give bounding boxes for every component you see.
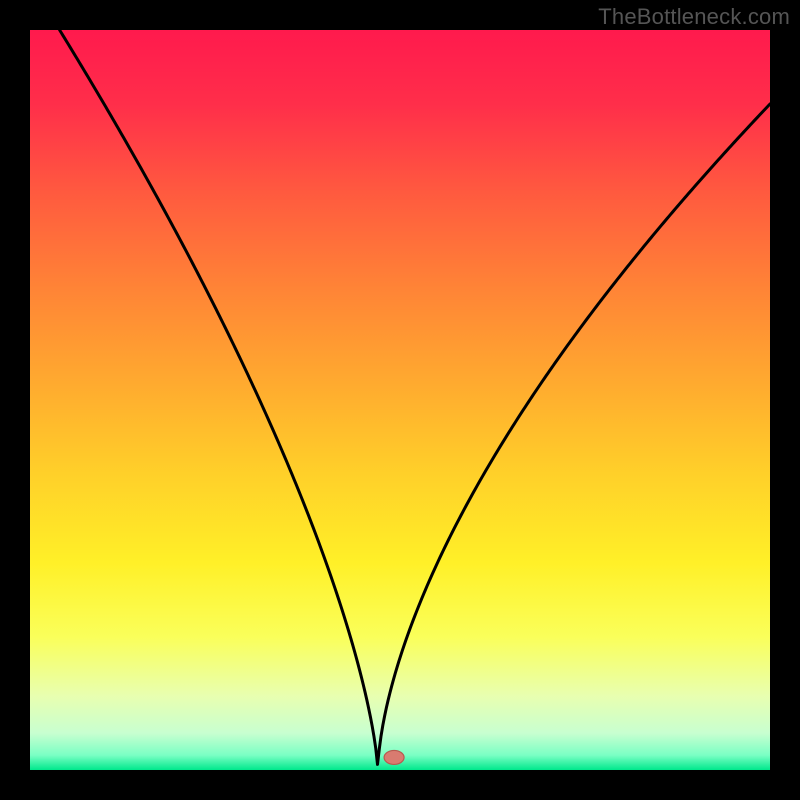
bottleneck-chart (0, 0, 800, 800)
watermark-text: TheBottleneck.com (598, 4, 790, 30)
optimal-point-marker (384, 750, 404, 764)
chart-frame: TheBottleneck.com (0, 0, 800, 800)
